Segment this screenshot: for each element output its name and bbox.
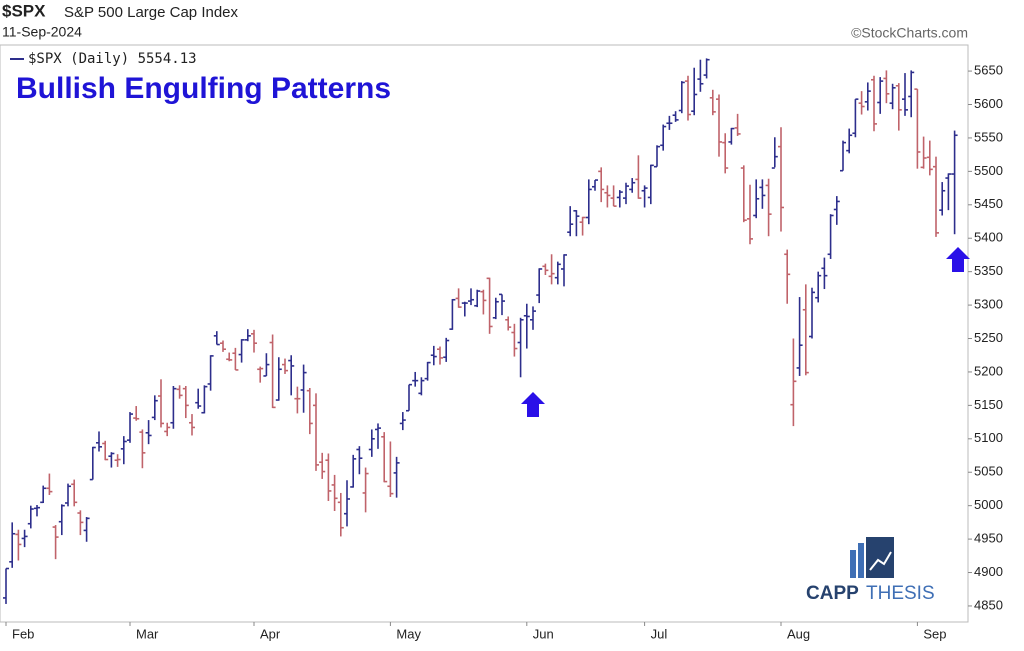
y-tick-label: 5000 xyxy=(974,497,1003,512)
x-tick-label: Aug xyxy=(787,626,810,641)
y-tick-label: 5350 xyxy=(974,263,1003,278)
y-tick-label: 5600 xyxy=(974,96,1003,111)
y-tick-label: 5050 xyxy=(974,464,1003,479)
symbol: $SPX xyxy=(2,1,46,20)
y-tick-label: 5500 xyxy=(974,163,1003,178)
y-tick-label: 4950 xyxy=(974,531,1003,546)
y-tick-label: 5100 xyxy=(974,430,1003,445)
legend-label: $SPX (Daily) 5554.13 xyxy=(28,51,197,67)
y-tick-label: 5550 xyxy=(974,129,1003,144)
x-tick-label: Jul xyxy=(651,626,668,641)
x-tick-label: Mar xyxy=(136,626,159,641)
source: ©StockCharts.com xyxy=(851,25,968,41)
logo-icon xyxy=(850,537,894,578)
y-tick-label: 5200 xyxy=(974,363,1003,378)
y-tick-label: 5300 xyxy=(974,297,1003,312)
logo-text: THESIS xyxy=(866,583,935,604)
x-tick-label: Feb xyxy=(12,626,34,641)
y-tick-label: 5450 xyxy=(974,196,1003,211)
y-tick-label: 5250 xyxy=(974,330,1003,345)
y-tick-label: 4900 xyxy=(974,564,1003,579)
arrow xyxy=(521,247,970,417)
chart-title: Bullish Engulfing Patterns xyxy=(16,72,391,105)
y-tick-label: 5150 xyxy=(974,397,1003,412)
y-tick-label: 4850 xyxy=(974,597,1003,612)
x-tick-label: May xyxy=(396,626,421,641)
plot-frame xyxy=(0,44,969,623)
x-tick-label: Jun xyxy=(533,626,554,641)
date: 11-Sep-2024 xyxy=(2,24,82,40)
subtitle: S&P 500 Large Cap Index xyxy=(64,4,239,21)
logo-text: CAPP xyxy=(806,583,859,604)
x-tick-label: Sep xyxy=(923,626,946,641)
x-tick-label: Apr xyxy=(260,626,281,641)
y-tick-label: 5650 xyxy=(974,63,1003,78)
y-tick-label: 5400 xyxy=(974,230,1003,245)
